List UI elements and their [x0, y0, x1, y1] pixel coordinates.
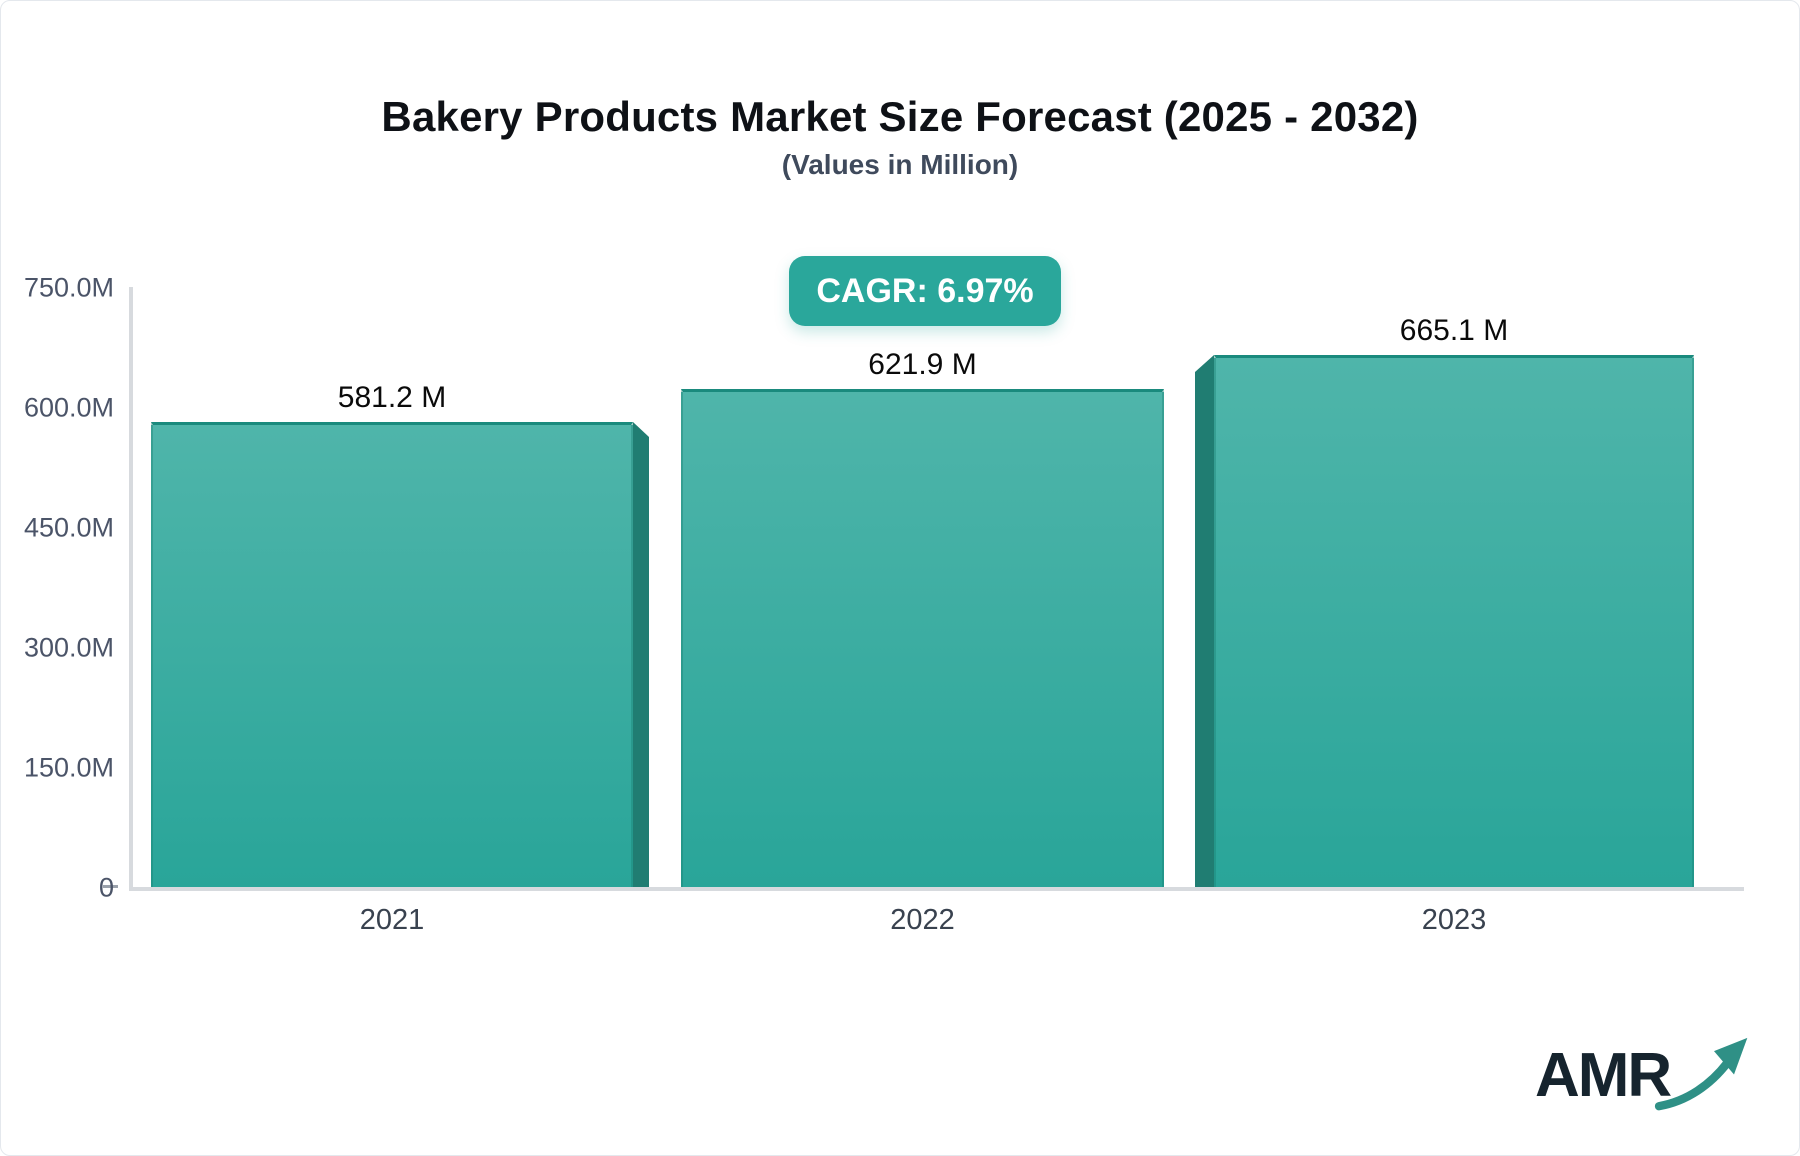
- bar-2023[interactable]: [1214, 355, 1694, 887]
- bar-side-panel-2023: [1195, 355, 1214, 887]
- chart-title: Bakery Products Market Size Forecast (20…: [381, 93, 1419, 140]
- bar-2021[interactable]: [151, 422, 633, 887]
- amr-logo-text: AMR: [1535, 1041, 1672, 1110]
- x-tick-label-2022: 2022: [890, 904, 955, 936]
- bar-value-label-2021: 581.2 M: [337, 381, 447, 414]
- x-axis-line: [129, 887, 1744, 891]
- y-axis-line: [129, 287, 133, 888]
- y-tick-label: 150.0M: [23, 752, 114, 783]
- cagr-badge: CAGR: 6.97%: [789, 256, 1061, 326]
- amr-logo: AMR: [1535, 1031, 1754, 1111]
- bar-value-label-2022: 621.9 M: [868, 348, 977, 381]
- cagr-badge-label: CAGR: 6.97%: [816, 271, 1034, 310]
- zero-tick-mark: [103, 885, 118, 888]
- x-tick-label-2023: 2023: [1421, 904, 1487, 936]
- x-tick-label-2021: 2021: [359, 904, 425, 936]
- bar-2022[interactable]: [681, 389, 1164, 887]
- bar-side-panel-2021: [633, 422, 649, 887]
- y-tick-label: 0: [98, 872, 114, 903]
- bar-value-label-2023: 665.1 M: [1399, 314, 1509, 347]
- growth-arrow-icon: [1655, 1037, 1748, 1111]
- chart-subtitle: (Values in Million): [781, 149, 1019, 180]
- y-tick-label: 600.0M: [23, 392, 114, 423]
- y-tick-label: 300.0M: [23, 632, 114, 663]
- y-tick-label: 750.0M: [23, 272, 114, 303]
- y-tick-label: 450.0M: [23, 512, 114, 543]
